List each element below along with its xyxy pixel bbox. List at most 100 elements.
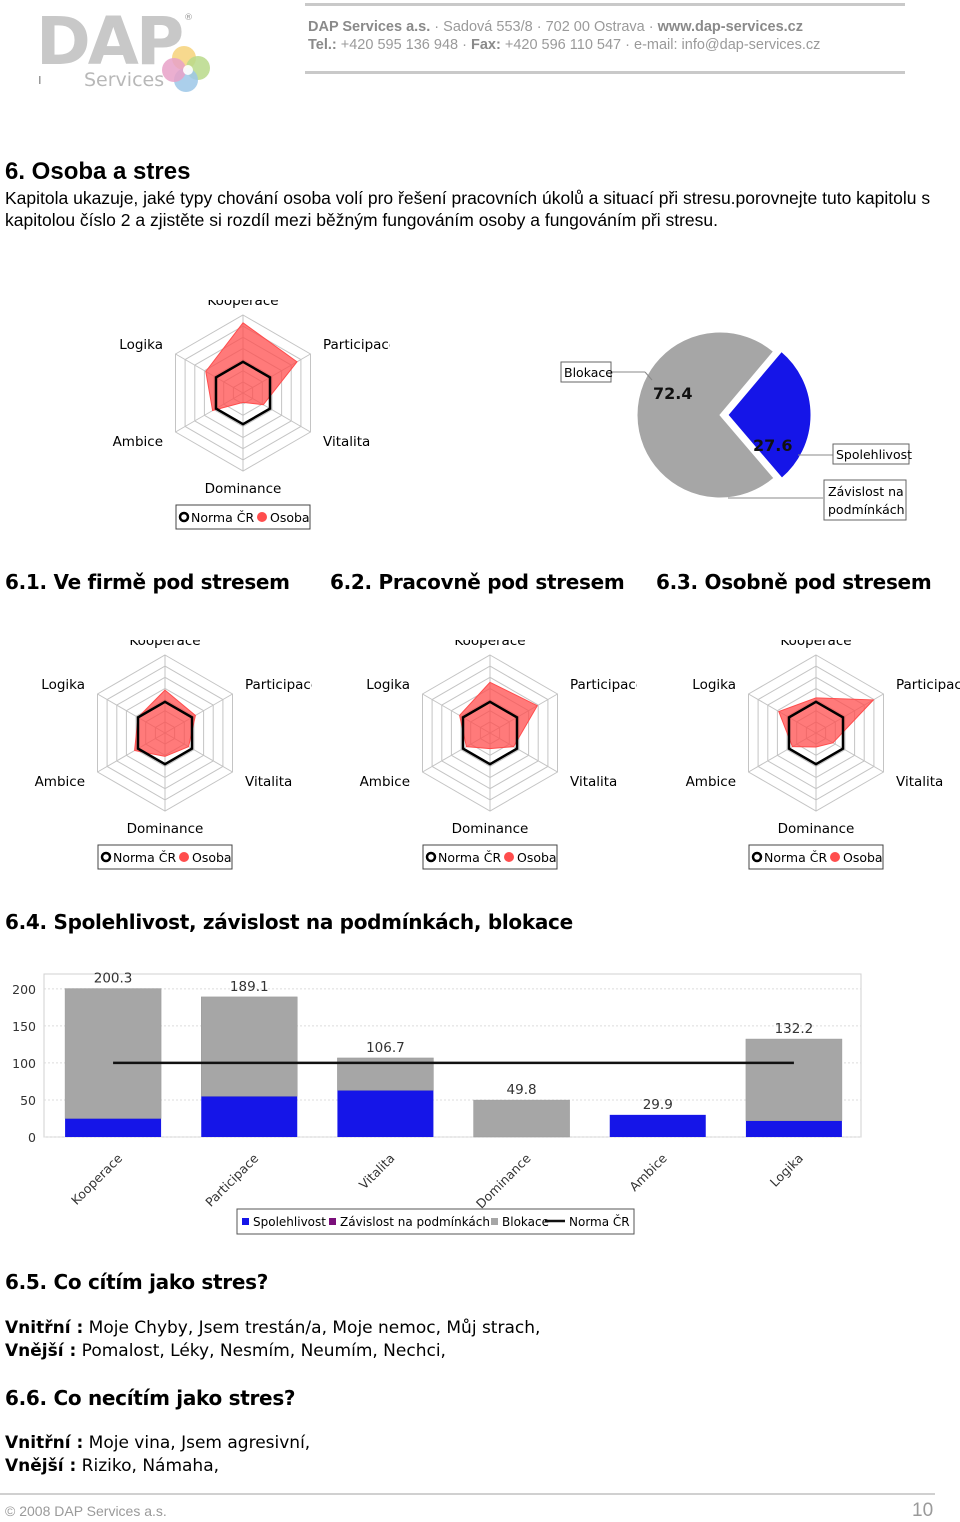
q65-outer-text: Pomalost, Léky, Nesmím, Neumím, Nechci, [76, 1341, 446, 1361]
bar-y-tick-label: 200 [12, 982, 36, 997]
radar-legend-box [97, 844, 233, 870]
radar-series-norma [136, 700, 194, 766]
legend-norma-marker [178, 511, 190, 523]
radar-axis-label: Kooperace [780, 640, 851, 649]
radar-axis-label: Logika [119, 337, 163, 353]
bar-spolehlivost [609, 1114, 706, 1137]
radar-axis-label: Ambice [360, 774, 410, 790]
pie-label-box-blokace [560, 361, 612, 383]
radar-axis-label: Kooperace [207, 300, 278, 309]
radar-series-norma [461, 700, 519, 766]
chapter-title: 6. Osoba a stres [5, 158, 191, 185]
bar-total-label: 132.2 [775, 1021, 814, 1037]
radar-axis-label: Participace [323, 337, 390, 353]
radar-legend-box [422, 844, 558, 870]
callout-blokace [644, 371, 653, 381]
bar-category-label: Ambice [626, 1150, 670, 1194]
radar-chart-work: Kooperace Participace Vitalita Dominance Amb… [360, 640, 637, 870]
legend-norma-marker [425, 851, 437, 863]
header-rule-bottom [305, 71, 905, 74]
bar-y-tick-label: 50 [20, 1093, 36, 1108]
bar-blokace [745, 1038, 843, 1121]
legend-osoba-label: Osoba [192, 850, 232, 865]
footer-copyright: © 2008 DAP Services a.s. [5, 1503, 167, 1519]
email[interactable]: e-mail: info@dap-services.cz [634, 37, 821, 53]
q65-outer-label: Vnější : [5, 1341, 77, 1361]
legend-norma-label: Norma ČR [113, 850, 176, 865]
pie-slice-blokace [636, 331, 775, 499]
city: 702 00 Ostrava [545, 19, 645, 35]
radar-series-osoba [778, 697, 875, 748]
pie-label-zavislost: Závislost na [828, 484, 904, 499]
street: Sadová 553/8 [443, 19, 533, 35]
bar-chart: 0 50 100 150 200 200.3 Kooperace 189.1 Participa… [12, 971, 862, 1235]
bar-spolehlivost [201, 1096, 298, 1137]
header-contact-line: Tel.: +420 595 136 948 · Fax: +420 596 1… [308, 37, 821, 53]
radar-axis-label: Dominance [205, 481, 282, 497]
company-name: DAP Services a.s. [308, 19, 431, 35]
legend-osoba-label: Osoba [270, 510, 310, 525]
logo-main: DAP [36, 6, 182, 80]
radar-axis-label: Vitalita [896, 774, 943, 790]
pie-value-blokace: 72.4 [653, 384, 692, 403]
radar-legend-box [748, 844, 884, 870]
page-number: 10 [912, 1500, 934, 1521]
pie-label-spolehlivost: Spolehlivost [836, 447, 912, 462]
legend-blokace-label: Blokace [502, 1215, 549, 1229]
web-link[interactable]: www.dap-services.cz [657, 19, 803, 35]
radar-axis-label: Dominance [452, 821, 529, 837]
legend-osoba-marker [257, 512, 267, 522]
header-address-line: DAP Services a.s. · Sadová 553/8 · 702 0… [308, 19, 803, 35]
legend-norma-marker [100, 851, 112, 863]
q66-inner-text: Moje vina, Jsem agresivní, [83, 1433, 311, 1453]
radar-axis-label: Participace [896, 677, 960, 693]
radar-legend-box [175, 504, 311, 530]
bar-y-tick-label: 0 [28, 1130, 36, 1145]
section-title-6-4: 6.4. Spolehlivost, závislost na podmínká… [5, 910, 573, 934]
pie-chart: 72.4 27.6 Blokace Spolehlivost Závislost na p… [560, 331, 912, 521]
bar-total-label: 189.1 [230, 979, 269, 995]
legend-osoba-marker [830, 852, 840, 862]
bar-spolehlivost [337, 1090, 434, 1137]
bar-category-label: Logika [767, 1151, 806, 1190]
radar-axis-label: Participace [570, 677, 637, 693]
chapter-intro: Kapitola ukazuje, jaké typy chování osob… [5, 188, 931, 230]
radar-axis-label: Vitalita [323, 434, 370, 450]
fax-label: Fax: [471, 37, 501, 53]
bar-blokace [201, 996, 298, 1097]
legend-norma-label: Norma ČR [764, 850, 827, 865]
q65-inner: Vnitřní : Moje Chyby, Jsem trestán/a, Mo… [5, 1318, 540, 1338]
section-title-6-3: 6.3. Osobně pod stresem [656, 570, 932, 594]
radar-axis-label: Ambice [35, 774, 85, 790]
bar-category-label: Dominance [473, 1150, 534, 1211]
radar-series-osoba [134, 689, 196, 757]
radar-chart-firm: Kooperace Participace Vitalita Dominance Amb… [35, 640, 312, 870]
radar-series-osoba [459, 681, 539, 750]
legend-osoba-marker [504, 852, 514, 862]
pie-label-box-spolehlivost [832, 443, 910, 465]
radar-axis-label: Kooperace [454, 640, 525, 649]
header-rule-top [305, 3, 905, 6]
bar-total-label: 29.9 [643, 1097, 673, 1113]
logo-registered: ® [184, 13, 193, 23]
bar-total-label: 200.3 [94, 971, 133, 987]
legend-norma-marker [751, 851, 763, 863]
bar-category-label: Vitalita [356, 1151, 398, 1193]
radar-axis-label: Vitalita [245, 774, 292, 790]
legend-spolehlivost-label: Spolehlivost [253, 1215, 326, 1229]
q65-inner-label: Vnitřní : [5, 1318, 84, 1338]
fax-value: +420 596 110 547 [504, 37, 622, 53]
q65-outer: Vnější : Pomalost, Léky, Nesmím, Neumím,… [5, 1341, 446, 1361]
radar-axis-label: Kooperace [129, 640, 200, 649]
bar-spolehlivost [65, 1118, 162, 1137]
legend-spolehlivost-marker [242, 1218, 249, 1225]
legend-osoba-marker [179, 852, 189, 862]
radar-chart-personal: Kooperace Participace Vitalita Dominance Amb… [686, 640, 960, 870]
bar-category-label: Participace [202, 1150, 261, 1209]
legend-norma-label: Norma ČR [191, 510, 254, 525]
bar-plot-area [43, 973, 862, 1138]
legend-osoba-label: Osoba [517, 850, 557, 865]
bar-blokace [473, 1099, 570, 1138]
logo-sub: Services [84, 69, 164, 91]
bar-category-label: Kooperace [68, 1150, 125, 1207]
